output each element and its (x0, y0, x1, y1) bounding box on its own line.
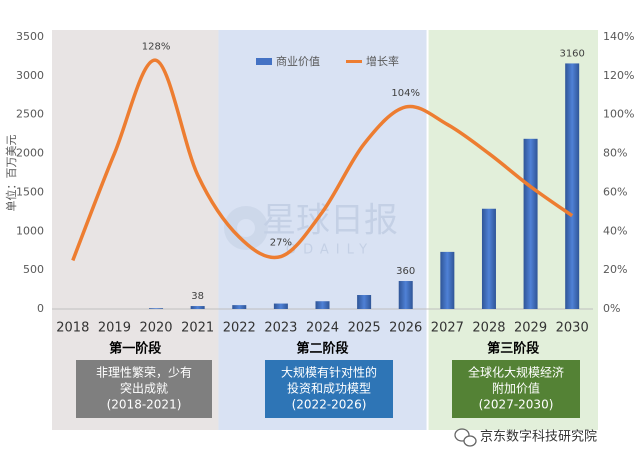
y2-tick-label: 0% (603, 302, 620, 315)
bar (565, 63, 580, 310)
y-tick-label: 3000 (16, 69, 44, 82)
y2-tick-label: 120% (603, 69, 634, 82)
legend-label: 增长率 (366, 54, 399, 68)
y-tick-label: 1500 (16, 185, 44, 198)
bar (315, 301, 330, 309)
growth-line (71, 58, 574, 262)
y2-tick-label: 20% (603, 263, 627, 276)
y-tick-label: 2500 (16, 108, 44, 121)
y-tick-label: 0 (37, 302, 44, 315)
legend-swatch (256, 58, 272, 65)
x-tick-label: 2019 (98, 321, 131, 336)
phase-box-text: 突出成就 (120, 381, 168, 396)
y-tick-label: 500 (23, 263, 44, 276)
x-tick-label: 2021 (181, 321, 214, 336)
phase-box (76, 360, 212, 418)
y-tick-label: 2000 (16, 147, 44, 160)
y-axis-label: 单位：百万美元 (4, 135, 18, 212)
phase-label: 第三阶段 (487, 341, 539, 357)
bar (149, 308, 164, 309)
watermark-logo (224, 206, 268, 250)
footer: 京东数字科技研究院 (480, 430, 597, 445)
x-tick-label: 2026 (389, 321, 422, 336)
bar (190, 306, 205, 309)
watermark: 星球日报 ODAILY (224, 201, 398, 258)
phase-label: 第二阶段 (296, 341, 348, 357)
x-tick-label: 2024 (306, 321, 339, 336)
bar (357, 295, 372, 309)
y2-tick-label: 80% (603, 147, 627, 160)
bar (481, 208, 496, 309)
phase-box (265, 360, 393, 418)
y2-tick-label: 60% (603, 185, 627, 198)
phase-label: 第一阶段 (109, 341, 161, 357)
line-value-label: 27% (270, 238, 292, 249)
phase-box-text: 附加价值 (492, 381, 540, 396)
bar (273, 303, 288, 309)
phase-box-text: (2027-2030) (479, 398, 554, 412)
bar-value-label: 360 (396, 266, 415, 277)
phase-box-text: 大规模有针对性的 (281, 365, 377, 380)
x-tick-label: 2025 (348, 321, 381, 336)
x-tick-label: 2018 (56, 321, 89, 336)
bar-value-label: 38 (191, 291, 204, 302)
x-tick-label: 2028 (472, 321, 505, 336)
x-tick-label: 2020 (139, 321, 172, 336)
icon-bubble (463, 435, 477, 447)
x-tick-label: 2027 (431, 321, 464, 336)
bar (523, 138, 538, 309)
bar (398, 281, 413, 309)
phase-box-text: 投资和成功模型 (287, 381, 371, 396)
y2-tick-label: 140% (603, 30, 634, 43)
y2-tick-label: 40% (603, 224, 627, 237)
bar (232, 305, 247, 309)
bar (440, 251, 455, 309)
phase-box-text: (2018-2021) (107, 398, 182, 412)
x-tick-label: 2029 (514, 321, 547, 336)
wechat-icon (454, 428, 477, 447)
watermark-logo-hole (237, 219, 255, 237)
line-value-label: 128% (142, 41, 171, 52)
phase-box-text: 非理性繁荣，少有 (96, 365, 192, 380)
y-tick-label: 1000 (16, 224, 44, 237)
bar-value-label: 3160 (559, 48, 584, 59)
line-value-label: 104% (391, 88, 420, 99)
x-tick-label: 2022 (223, 321, 256, 336)
x-tick-label: 2023 (264, 321, 297, 336)
watermark-title: 星球日报 (262, 201, 398, 241)
watermark-subtitle: ODAILY (286, 243, 374, 258)
phase-box-text: (2022-2026) (292, 398, 367, 412)
legend-label: 商业价值 (276, 54, 320, 68)
x-tick-label: 2030 (556, 321, 589, 336)
phase-box (452, 360, 580, 418)
y-tick-label: 3500 (16, 30, 44, 43)
icon-bubble (454, 428, 470, 442)
phase-box-text: 全球化大规模经济 (468, 365, 564, 380)
y2-tick-label: 100% (603, 108, 634, 121)
